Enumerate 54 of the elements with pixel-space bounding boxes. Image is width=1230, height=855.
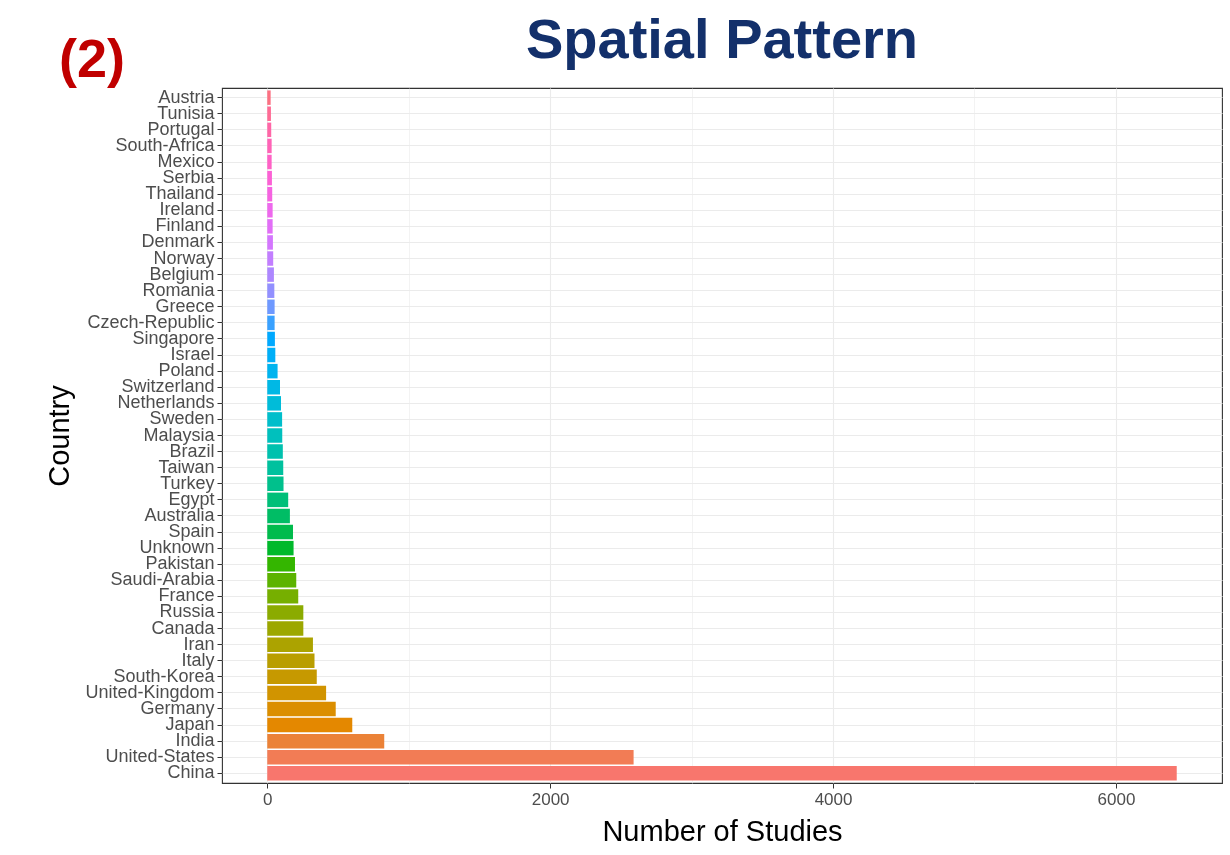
bar: [267, 717, 353, 733]
bar: [267, 299, 275, 315]
chart-title: Spatial Pattern: [525, 7, 919, 70]
bar: [267, 347, 276, 363]
bar: [267, 138, 272, 154]
bar: [267, 283, 275, 298]
y-tick-label: Spain: [168, 521, 215, 542]
bar: [267, 556, 295, 572]
bar: [267, 766, 1177, 781]
bar: [267, 154, 272, 170]
bar: [267, 428, 283, 443]
bar: [267, 621, 304, 636]
bar: [267, 380, 280, 395]
y-tick-label: China: [167, 762, 216, 783]
bar: [267, 653, 315, 668]
x-tick-label: 2000: [531, 789, 570, 809]
x-tick-label: 4000: [814, 789, 853, 809]
x-axis-title: Number of Studies: [602, 814, 843, 847]
bar: [267, 589, 299, 604]
text: (2): [59, 28, 125, 88]
bar: [267, 460, 284, 475]
bar: [267, 750, 634, 765]
y-tick-label: Mexico: [157, 151, 215, 171]
bar: [267, 251, 274, 266]
bar: [267, 331, 275, 347]
bar: [267, 90, 271, 105]
bar: [267, 476, 284, 491]
bar: [267, 508, 290, 524]
bar: [267, 170, 272, 186]
bar: [267, 524, 293, 540]
y-axis-title: Country: [43, 384, 76, 487]
bar: [267, 315, 275, 331]
bar: [267, 363, 278, 379]
bar: [267, 573, 297, 588]
bar: [267, 733, 385, 749]
x-tick-label: 0: [263, 789, 273, 809]
bar: [267, 605, 304, 620]
x-tick-label: 6000: [1097, 789, 1136, 809]
bar: [267, 669, 317, 685]
bar: [267, 267, 274, 282]
bar: [267, 412, 283, 427]
bar: [267, 122, 272, 138]
bar: [267, 540, 294, 556]
y-tick-label: Sweden: [149, 408, 215, 429]
bar: [267, 701, 336, 717]
bar: [267, 396, 281, 411]
bar: [267, 186, 273, 202]
bar: [267, 444, 283, 459]
bar: [267, 637, 313, 652]
bar: [267, 235, 273, 250]
bar: [267, 492, 289, 508]
y-tick-label: United-Kingdom: [85, 681, 215, 702]
bar: [267, 685, 327, 701]
bar: [267, 106, 271, 121]
